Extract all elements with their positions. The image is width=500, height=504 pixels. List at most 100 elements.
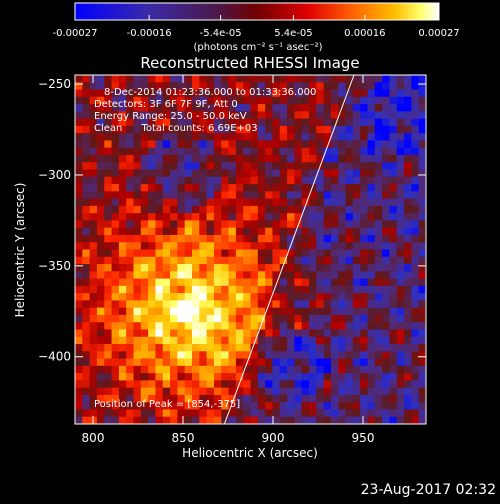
heatmap-pixel [279,111,288,120]
heatmap-pixel [206,344,215,352]
heatmap-pixel [228,104,237,112]
heatmap-pixel [367,154,376,163]
heatmap-pixel [396,89,405,98]
heatmap-pixel [170,242,178,251]
heatmap-pixel [367,118,376,127]
heatmap-pixel [411,293,420,301]
heatmap-pixel [96,118,105,127]
heatmap-pixel [287,96,295,105]
heatmap-pixel [367,125,376,134]
heatmap-pixel [338,89,347,98]
heatmap-pixel [316,329,325,338]
heatmap-pixel [265,358,274,367]
heatmap-pixel [140,307,149,316]
heatmap-pixel [148,140,157,149]
heatmap-pixel [140,344,149,352]
heatmap-pixel [111,365,120,374]
heatmap-pixel [148,198,157,207]
heatmap-pixel [228,344,237,352]
heatmap-pixel [140,416,149,424]
heatmap-pixel [162,75,171,83]
heatmap-pixel [309,329,317,338]
heatmap-pixel [374,351,383,360]
heatmap-pixel [382,154,391,163]
heatmap-pixel [140,264,149,272]
heatmap-pixel [287,249,295,258]
heatmap-pixel [184,409,193,418]
heatmap-pixel [75,344,83,352]
x-tick-label: 800 [82,431,105,445]
heatmap-pixel [301,169,310,178]
heatmap-pixel [104,351,113,360]
heatmap-pixel [257,242,266,251]
heatmap-pixel [287,184,295,192]
heatmap-pixel [418,300,426,309]
heatmap-pixel [265,96,274,105]
heatmap-pixel [411,344,420,352]
heatmap-pixel [235,169,244,178]
heatmap-pixel [221,249,230,258]
heatmap-pixel [140,271,149,280]
heatmap-pixel [170,307,178,316]
heatmap-pixel [360,184,369,192]
heatmap-pixel [170,256,178,265]
heatmap-pixel [352,373,361,381]
heatmap-pixel [360,307,369,316]
heatmap-pixel [287,351,295,360]
heatmap-pixel [316,198,325,207]
heatmap-pixel [301,249,310,258]
heatmap-pixel [301,104,310,112]
heatmap-pixel [104,336,113,345]
heatmap-pixel [316,118,325,127]
heatmap-pixel [272,125,281,134]
heatmap-pixel [162,213,171,222]
heatmap-pixel [374,184,383,192]
heatmap-pixel [265,111,274,120]
heatmap-pixel [257,133,266,142]
heatmap-pixel [389,307,398,316]
heatmap-pixel [396,169,405,178]
heatmap-pixel [418,104,426,112]
heatmap-pixel [199,147,208,156]
heatmap-pixel [206,176,215,185]
heatmap-pixel [279,351,288,360]
heatmap-pixel [213,125,222,134]
heatmap-pixel [279,402,288,411]
heatmap-pixel [396,213,405,222]
heatmap-pixel [235,307,244,316]
heatmap-pixel [352,249,361,258]
heatmap-pixel [345,380,354,389]
heatmap-pixel [360,358,369,367]
heatmap-pixel [309,373,317,381]
heatmap-pixel [199,104,208,112]
heatmap-pixel [272,402,281,411]
heatmap-pixel [352,264,361,272]
heatmap-pixel [228,111,237,120]
heatmap-pixel [155,264,164,272]
heatmap-pixel [192,96,200,105]
heatmap-pixel [82,176,91,185]
heatmap-pixel [177,162,186,171]
heatmap-pixel [75,394,83,403]
heatmap-pixel [118,365,127,374]
heatmap-pixel [389,351,398,360]
heatmap-pixel [213,89,222,98]
heatmap-pixel [177,278,186,287]
heatmap-pixel [411,227,420,236]
heatmap-pixel [382,293,391,301]
heatmap-pixel [265,394,274,403]
heatmap-pixel [411,140,420,149]
heatmap-pixel [352,402,361,411]
heatmap-pixel [330,111,339,120]
heatmap-pixel [287,293,295,301]
heatmap-pixel [323,118,332,127]
heatmap-pixel [323,336,332,345]
heatmap-pixel [104,227,113,236]
heatmap-pixel [345,256,354,265]
heatmap-pixel [345,358,354,367]
heatmap-pixel [221,271,230,280]
heatmap-pixel [133,154,142,163]
heatmap-pixel [96,402,105,411]
heatmap-pixel [184,278,193,287]
heatmap-pixel [206,402,215,411]
